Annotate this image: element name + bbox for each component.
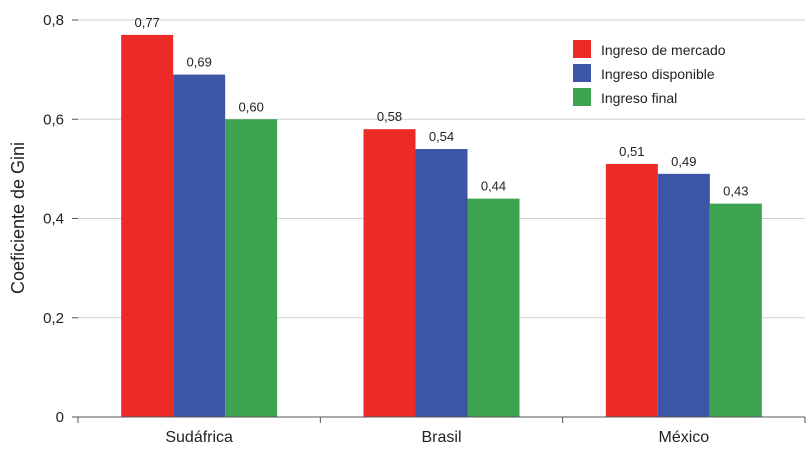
y-tick-label: 0,4 <box>43 211 64 228</box>
data-label: 0,77 <box>135 15 160 30</box>
x-axis: Sudáfrica Brasil México <box>77 416 806 446</box>
x-category-label: México <box>658 429 709 446</box>
legend-swatch <box>573 88 591 106</box>
legend-swatch <box>573 64 591 82</box>
legend: Ingreso de mercado Ingreso disponible Ingr… <box>573 40 726 106</box>
x-category-label: Brasil <box>421 429 461 446</box>
data-label: 0,58 <box>377 109 402 124</box>
legend-label: Ingreso final <box>601 90 677 106</box>
bar <box>173 74 226 418</box>
bar <box>225 119 278 417</box>
data-label: 0,54 <box>429 129 454 144</box>
y-tick-label: 0,8 <box>43 12 64 29</box>
bar <box>709 203 762 417</box>
data-label: 0,49 <box>671 154 696 169</box>
bar <box>467 198 520 417</box>
data-label: 0,60 <box>239 99 264 114</box>
bar <box>657 173 710 417</box>
data-label: 0,51 <box>619 144 644 159</box>
y-tick-label: 0,6 <box>43 111 64 128</box>
bar <box>605 163 658 417</box>
x-category-label: Sudáfrica <box>165 429 233 446</box>
bar <box>363 129 416 418</box>
data-label: 0,69 <box>187 55 212 70</box>
data-label: 0,44 <box>481 179 506 194</box>
data-label: 0,43 <box>723 184 748 199</box>
y-axis-title: Coeficiente de Gini <box>8 142 28 294</box>
legend-label: Ingreso de mercado <box>601 42 726 58</box>
y-axis-ticks: 0 0,2 0,4 0,6 0,8 <box>43 12 78 426</box>
y-tick-label: 0 <box>56 409 64 426</box>
bars: 0,77 0,69 0,60 0,58 0,54 0,44 0,51 0,49 0,43 <box>121 15 762 418</box>
bar <box>415 149 468 417</box>
bar <box>121 34 174 417</box>
legend-swatch <box>573 40 591 58</box>
legend-label: Ingreso disponible <box>601 66 715 82</box>
y-tick-label: 0,2 <box>43 310 64 327</box>
